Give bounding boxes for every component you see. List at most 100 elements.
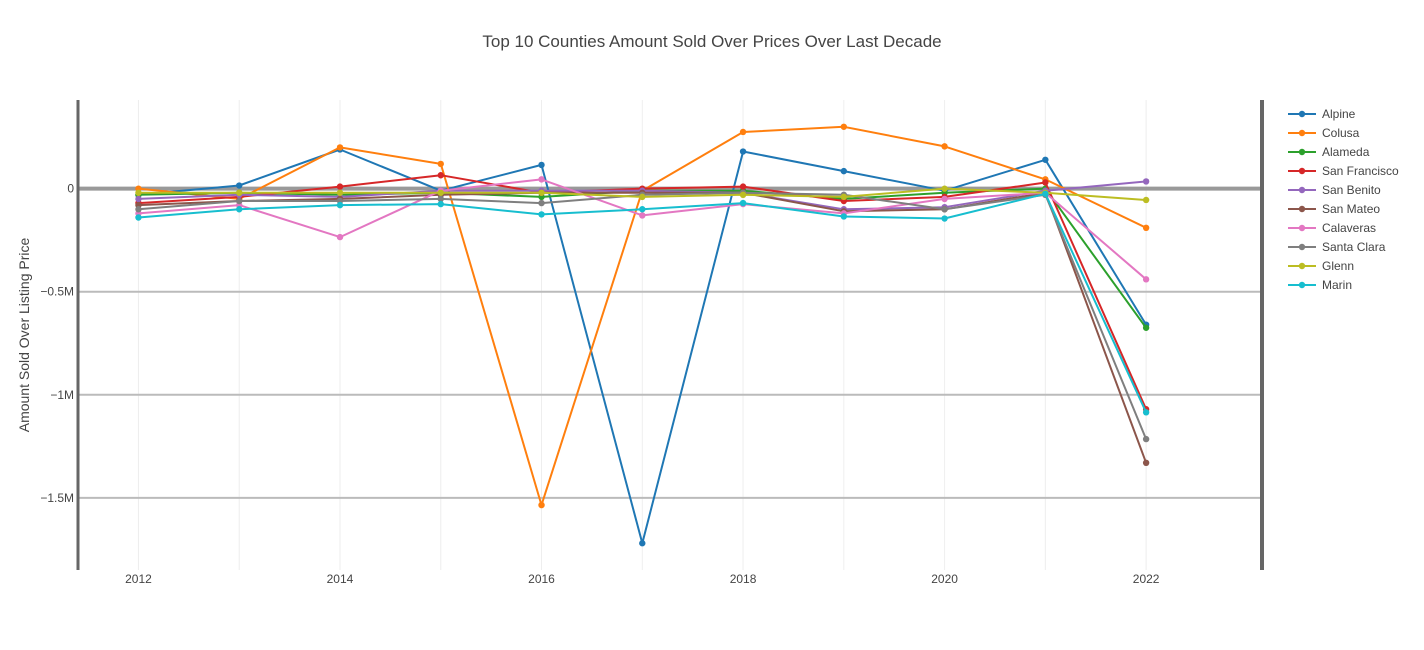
legend-item-santa-clara[interactable]: Santa Clara xyxy=(1288,240,1386,254)
data-point-san-mateo[interactable] xyxy=(1142,459,1150,467)
data-point-marin[interactable] xyxy=(1042,190,1049,197)
data-point-marin[interactable] xyxy=(236,206,243,213)
data-point-alpine[interactable] xyxy=(639,540,646,547)
x-tick-label: 2012 xyxy=(125,572,152,586)
data-point-marin[interactable] xyxy=(639,206,646,213)
data-point-glenn[interactable] xyxy=(135,189,142,196)
data-point-santa-clara[interactable] xyxy=(236,197,243,205)
data-point-san-francisco[interactable] xyxy=(437,172,444,179)
legend-swatch-marker xyxy=(1298,148,1306,156)
legend-label: Colusa xyxy=(1322,126,1360,140)
data-point-marin[interactable] xyxy=(840,213,848,220)
data-point-marin[interactable] xyxy=(941,215,948,222)
data-point-santa-clara[interactable] xyxy=(135,206,142,213)
data-point-santa-clara[interactable] xyxy=(941,206,948,213)
data-point-glenn[interactable] xyxy=(538,189,545,196)
axis-layer: 0 −0.5M −1M −1.5M 2012 2014 2016 2018 2020 2022 xyxy=(40,100,1264,586)
data-point-colusa[interactable] xyxy=(941,143,948,150)
data-point-colusa[interactable] xyxy=(538,501,545,509)
legend-label: Santa Clara xyxy=(1322,240,1386,254)
y-tick-label: −0.5M xyxy=(40,285,74,299)
legend-swatch-marker xyxy=(1298,186,1306,194)
data-point-glenn[interactable] xyxy=(236,189,243,196)
data-point-calaveras[interactable] xyxy=(941,195,948,203)
legend-item-glenn[interactable]: Glenn xyxy=(1288,259,1354,273)
legend-swatch-marker xyxy=(1298,167,1306,175)
legend-item-colusa[interactable]: Colusa xyxy=(1288,126,1360,140)
data-point-calaveras[interactable] xyxy=(538,176,545,183)
data-point-alpine[interactable] xyxy=(840,167,848,175)
legend-item-san-mateo[interactable]: San Mateo xyxy=(1288,202,1380,216)
legend-item-marin[interactable]: Marin xyxy=(1288,278,1352,292)
data-point-marin[interactable] xyxy=(739,199,747,207)
data-point-glenn[interactable] xyxy=(336,189,344,196)
legend-swatch-marker xyxy=(1298,205,1306,213)
data-point-glenn[interactable] xyxy=(840,193,848,201)
legend[interactable]: Alpine Colusa Alameda San Francisco San Beni… xyxy=(1288,107,1399,292)
legend-label: Alpine xyxy=(1322,107,1356,121)
data-point-colusa[interactable] xyxy=(1142,224,1150,232)
legend-label: Marin xyxy=(1322,278,1352,292)
data-point-glenn[interactable] xyxy=(941,185,948,192)
series-marin[interactable] xyxy=(135,190,1150,416)
data-point-glenn[interactable] xyxy=(437,189,444,196)
legend-item-san-francisco[interactable]: San Francisco xyxy=(1288,164,1399,178)
data-point-glenn[interactable] xyxy=(639,193,646,201)
legend-swatch-marker xyxy=(1298,243,1306,251)
legend-swatch-marker xyxy=(1298,262,1306,270)
data-point-glenn[interactable] xyxy=(739,191,747,199)
y-tick-label: 0 xyxy=(67,182,74,196)
data-point-san-benito[interactable] xyxy=(135,195,142,203)
legend-swatch-marker xyxy=(1298,129,1306,137)
data-point-santa-clara[interactable] xyxy=(437,195,444,203)
legend-item-san-benito[interactable]: San Benito xyxy=(1288,183,1381,197)
data-point-alpine[interactable] xyxy=(739,148,747,155)
data-point-marin[interactable] xyxy=(336,201,344,209)
data-point-marin[interactable] xyxy=(538,211,545,218)
legend-label: San Francisco xyxy=(1322,164,1399,178)
grid-layer xyxy=(78,100,1262,570)
data-point-alpine[interactable] xyxy=(1042,156,1049,163)
data-point-san-benito[interactable] xyxy=(1142,178,1150,185)
series-layer xyxy=(135,123,1150,547)
legend-swatch-marker xyxy=(1298,281,1306,289)
data-point-alpine[interactable] xyxy=(236,182,243,189)
legend-swatch-marker xyxy=(1298,224,1306,232)
data-point-colusa[interactable] xyxy=(437,160,444,168)
legend-item-calaveras[interactable]: Calaveras xyxy=(1288,221,1376,235)
x-tick-label: 2020 xyxy=(931,572,958,586)
data-point-calaveras[interactable] xyxy=(1142,276,1150,283)
x-tick-label: 2014 xyxy=(327,572,354,586)
legend-label: Calaveras xyxy=(1322,221,1376,235)
y-tick-label: −1M xyxy=(50,388,74,402)
legend-label: San Benito xyxy=(1322,183,1381,197)
data-point-santa-clara[interactable] xyxy=(1142,435,1150,443)
data-point-glenn[interactable] xyxy=(1142,196,1150,204)
chart-title: Top 10 Counties Amount Sold Over Prices … xyxy=(482,32,942,51)
data-point-calaveras[interactable] xyxy=(639,212,646,219)
data-point-marin[interactable] xyxy=(1142,409,1150,416)
legend-swatch-marker xyxy=(1298,110,1306,118)
data-point-santa-clara[interactable] xyxy=(538,199,545,207)
data-point-marin[interactable] xyxy=(135,214,142,221)
y-axis-title: Amount Sold Over Listing Price xyxy=(16,238,32,433)
data-point-colusa[interactable] xyxy=(336,144,344,151)
legend-label: Glenn xyxy=(1322,259,1354,273)
data-point-colusa[interactable] xyxy=(739,128,747,136)
data-point-calaveras[interactable] xyxy=(336,233,344,241)
legend-label: Alameda xyxy=(1322,145,1370,159)
legend-item-alameda[interactable]: Alameda xyxy=(1288,145,1370,159)
data-point-san-francisco[interactable] xyxy=(336,183,344,190)
x-tick-label: 2018 xyxy=(730,572,757,586)
series-glenn[interactable] xyxy=(135,185,1150,204)
legend-item-alpine[interactable]: Alpine xyxy=(1288,107,1356,121)
data-point-san-francisco[interactable] xyxy=(1042,179,1049,186)
data-point-alameda[interactable] xyxy=(1142,324,1150,331)
data-point-san-francisco[interactable] xyxy=(739,183,747,190)
y-tick-label: −1.5M xyxy=(40,491,74,505)
data-point-marin[interactable] xyxy=(437,200,444,208)
data-point-colusa[interactable] xyxy=(840,123,848,130)
x-tick-label: 2016 xyxy=(528,572,555,586)
data-point-alpine[interactable] xyxy=(538,161,545,169)
